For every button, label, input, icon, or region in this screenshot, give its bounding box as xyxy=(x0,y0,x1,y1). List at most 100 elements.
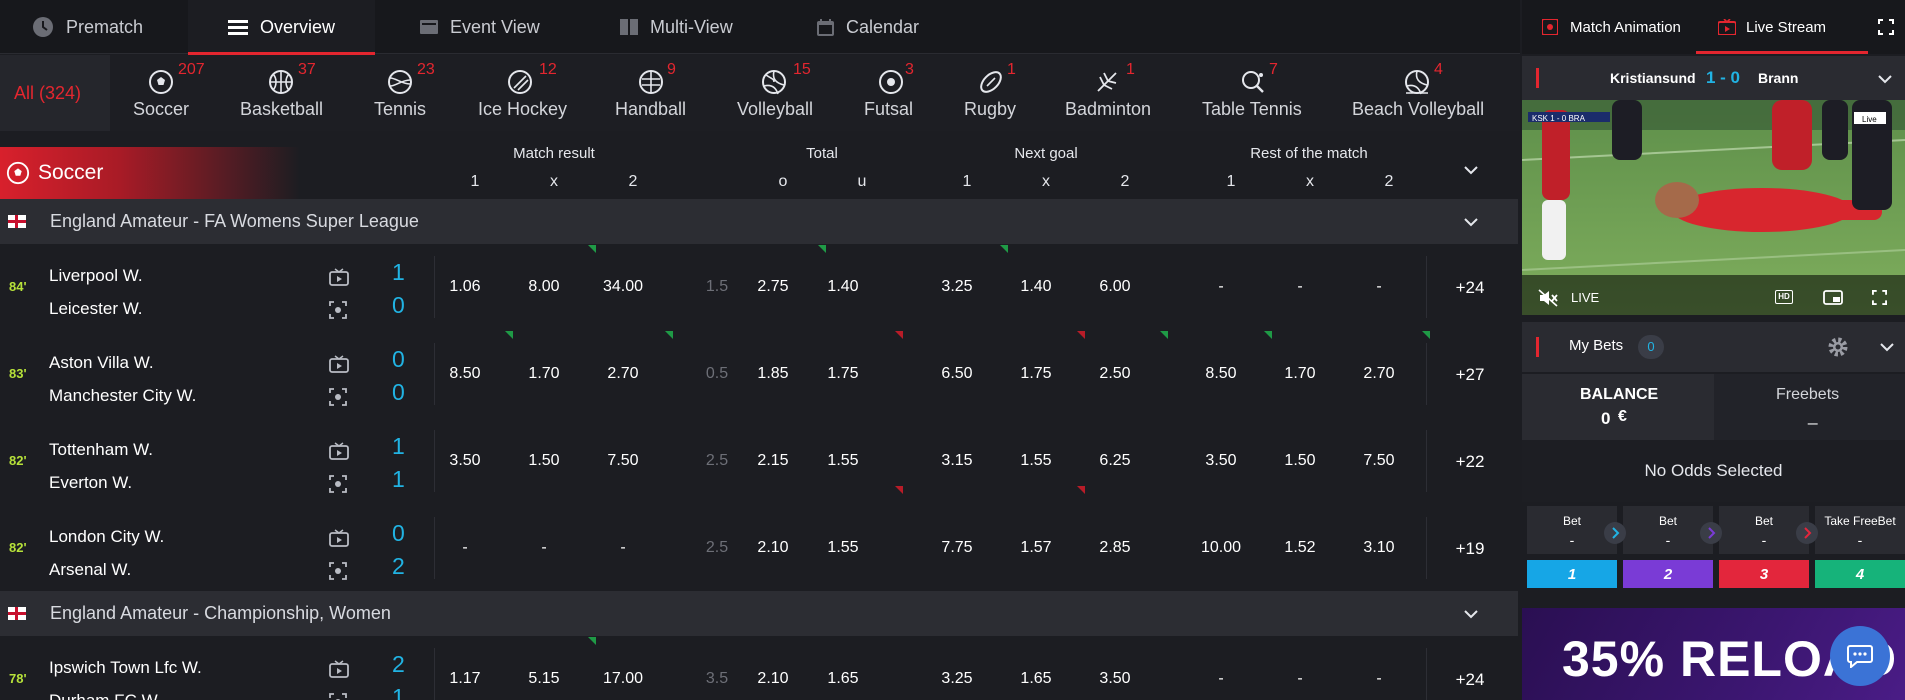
more-markets-button[interactable]: +22 xyxy=(1455,452,1485,471)
arrow-right-icon[interactable] xyxy=(1796,522,1818,544)
odds-cell[interactable]: 1.55 xyxy=(827,452,859,469)
odds-cell[interactable]: 17.00 xyxy=(602,670,644,687)
odds-cell[interactable]: 2.70 xyxy=(607,365,639,382)
tv-stream-icon[interactable] xyxy=(329,660,349,678)
odds-cell[interactable]: 8.00 xyxy=(528,278,560,295)
odds-cell[interactable]: 5.15 xyxy=(528,670,560,687)
odds-cell[interactable]: 2.85 xyxy=(1099,539,1131,556)
sport-ice-hockey[interactable]: 12 Ice Hockey xyxy=(477,55,567,131)
odds-cell[interactable]: 2.15 xyxy=(757,452,789,469)
match-row[interactable]: 83' Aston Villa W. Manchester City W. 0 0 8.5… xyxy=(0,331,1518,417)
odds-cell[interactable]: 3.50 xyxy=(1205,452,1237,469)
tab-match-animation[interactable]: Match Animation xyxy=(1542,0,1681,54)
quick-bet-button-2[interactable]: 2 xyxy=(1623,560,1713,588)
match-tracker-icon[interactable] xyxy=(329,301,347,319)
odds-cell[interactable]: 1.55 xyxy=(1020,452,1052,469)
league-header[interactable]: England Amateur - Championship, Women xyxy=(0,591,1518,636)
tab-live-stream[interactable]: Live Stream xyxy=(1696,0,1868,54)
odds-cell[interactable]: 7.75 xyxy=(941,539,973,556)
odds-cell[interactable]: 1.65 xyxy=(1020,670,1052,687)
sport-badminton[interactable]: 1 Badminton xyxy=(1064,55,1154,131)
odds-cell[interactable]: 3.10 xyxy=(1363,539,1395,556)
tab-multi-view[interactable]: Multi-View xyxy=(620,0,733,54)
tv-stream-icon[interactable] xyxy=(329,529,349,547)
odds-cell[interactable]: 2.10 xyxy=(757,670,789,687)
chevron-down-icon[interactable] xyxy=(1464,215,1478,229)
match-tracker-icon[interactable] xyxy=(329,693,347,700)
odds-cell[interactable]: 3.25 xyxy=(941,670,973,687)
fullscreen-icon[interactable] xyxy=(1878,19,1894,35)
more-markets-button[interactable]: +24 xyxy=(1455,670,1485,689)
odds-cell[interactable]: 1.65 xyxy=(827,670,859,687)
odds-cell[interactable]: 1.17 xyxy=(449,670,481,687)
picture-in-picture-icon[interactable] xyxy=(1823,290,1843,305)
quick-bet-button-3[interactable]: 3 xyxy=(1719,560,1809,588)
odds-cell[interactable]: 2.50 xyxy=(1099,365,1131,382)
odds-cell[interactable]: 1.57 xyxy=(1020,539,1052,556)
match-row[interactable]: 78' Ipswich Town Lfc W. Durham FC W. 2 1 1.17… xyxy=(0,636,1518,700)
odds-cell[interactable]: 6.25 xyxy=(1099,452,1131,469)
match-row[interactable]: 82' London City W. Arsenal W. 0 2 - - - 2.5 2.10 1… xyxy=(0,505,1518,591)
more-markets-button[interactable]: +24 xyxy=(1455,278,1485,297)
odds-cell[interactable]: 1.52 xyxy=(1284,539,1316,556)
sport-table-tennis[interactable]: 7 Table Tennis xyxy=(1202,55,1312,131)
stake-box[interactable]: Take FreeBet - xyxy=(1815,506,1905,554)
stake-box[interactable]: Bet - xyxy=(1719,506,1809,554)
odds-cell[interactable]: 8.50 xyxy=(449,365,481,382)
more-markets-button[interactable]: +19 xyxy=(1455,539,1485,558)
league-header[interactable]: England Amateur - FA Womens Super League xyxy=(0,199,1518,244)
sport-handball[interactable]: 9 Handball xyxy=(615,55,695,131)
odds-cell[interactable]: 1.50 xyxy=(528,452,560,469)
odds-cell[interactable]: 6.00 xyxy=(1099,278,1131,295)
sport-volleyball[interactable]: 15 Volleyball xyxy=(737,55,817,131)
sport-tennis[interactable]: 23 Tennis xyxy=(372,55,435,131)
quick-bet-button-1[interactable]: 1 xyxy=(1527,560,1617,588)
odds-cell[interactable]: 1.50 xyxy=(1284,452,1316,469)
tv-stream-icon[interactable] xyxy=(329,268,349,286)
odds-cell[interactable]: 34.00 xyxy=(602,278,644,295)
tab-prematch[interactable]: Prematch xyxy=(32,0,143,54)
fullscreen-icon[interactable] xyxy=(1872,290,1887,305)
more-markets-button[interactable]: +27 xyxy=(1455,365,1485,384)
chevron-down-icon[interactable] xyxy=(1880,340,1894,354)
odds-cell[interactable]: 10.00 xyxy=(1200,539,1242,556)
odds-cell[interactable]: 3.25 xyxy=(941,278,973,295)
tab-event-view[interactable]: Event View xyxy=(420,0,540,54)
odds-cell[interactable]: 2.75 xyxy=(757,278,789,295)
tab-calendar[interactable]: Calendar xyxy=(817,0,919,54)
odds-cell[interactable]: 3.50 xyxy=(449,452,481,469)
tv-stream-icon[interactable] xyxy=(329,442,349,460)
chevron-down-icon[interactable] xyxy=(1464,607,1478,621)
match-tracker-icon[interactable] xyxy=(329,388,347,406)
all-sports-tab[interactable] xyxy=(0,55,110,131)
freebets-tab[interactable]: Freebets xyxy=(1776,386,1840,403)
odds-cell[interactable]: 8.50 xyxy=(1205,365,1237,382)
hd-quality-button[interactable]: HD xyxy=(1775,290,1793,304)
odds-cell[interactable]: 1.40 xyxy=(1020,278,1052,295)
odds-cell[interactable]: 1.55 xyxy=(827,539,859,556)
live-video-player[interactable]: KSK 1 - 0 BRA Live LIVE HD xyxy=(1522,100,1905,315)
sport-soccer[interactable]: 207 Soccer xyxy=(131,55,205,131)
odds-cell[interactable]: 1.70 xyxy=(1284,365,1316,382)
odds-cell[interactable]: 7.50 xyxy=(607,452,639,469)
odds-cell[interactable]: 6.50 xyxy=(941,365,973,382)
odds-cell[interactable]: 1.70 xyxy=(528,365,560,382)
chevron-down-icon[interactable] xyxy=(1464,163,1478,177)
quick-bet-button-4[interactable]: 4 xyxy=(1815,560,1905,588)
balance-tab[interactable] xyxy=(1522,374,1714,440)
arrow-right-icon[interactable] xyxy=(1604,522,1626,544)
match-tracker-icon[interactable] xyxy=(329,562,347,580)
odds-cell[interactable]: 3.50 xyxy=(1099,670,1131,687)
match-row[interactable]: 82' Tottenham W. Everton W. 1 1 3.50 1.50 7.50 2… xyxy=(0,418,1518,504)
odds-cell[interactable]: 2.70 xyxy=(1363,365,1395,382)
tv-stream-icon[interactable] xyxy=(329,355,349,373)
gear-icon[interactable] xyxy=(1826,335,1850,359)
odds-cell[interactable]: 1.75 xyxy=(827,365,859,382)
match-row[interactable]: 84' Liverpool W. Leicester W. 1 0 1.06 8.00 34.… xyxy=(0,244,1518,330)
odds-cell[interactable]: 7.50 xyxy=(1363,452,1395,469)
odds-cell[interactable]: 2.10 xyxy=(757,539,789,556)
odds-cell[interactable]: 1.06 xyxy=(449,278,481,295)
muted-speaker-icon[interactable] xyxy=(1538,289,1558,307)
odds-cell[interactable]: 3.15 xyxy=(941,452,973,469)
chat-button[interactable] xyxy=(1830,626,1890,686)
